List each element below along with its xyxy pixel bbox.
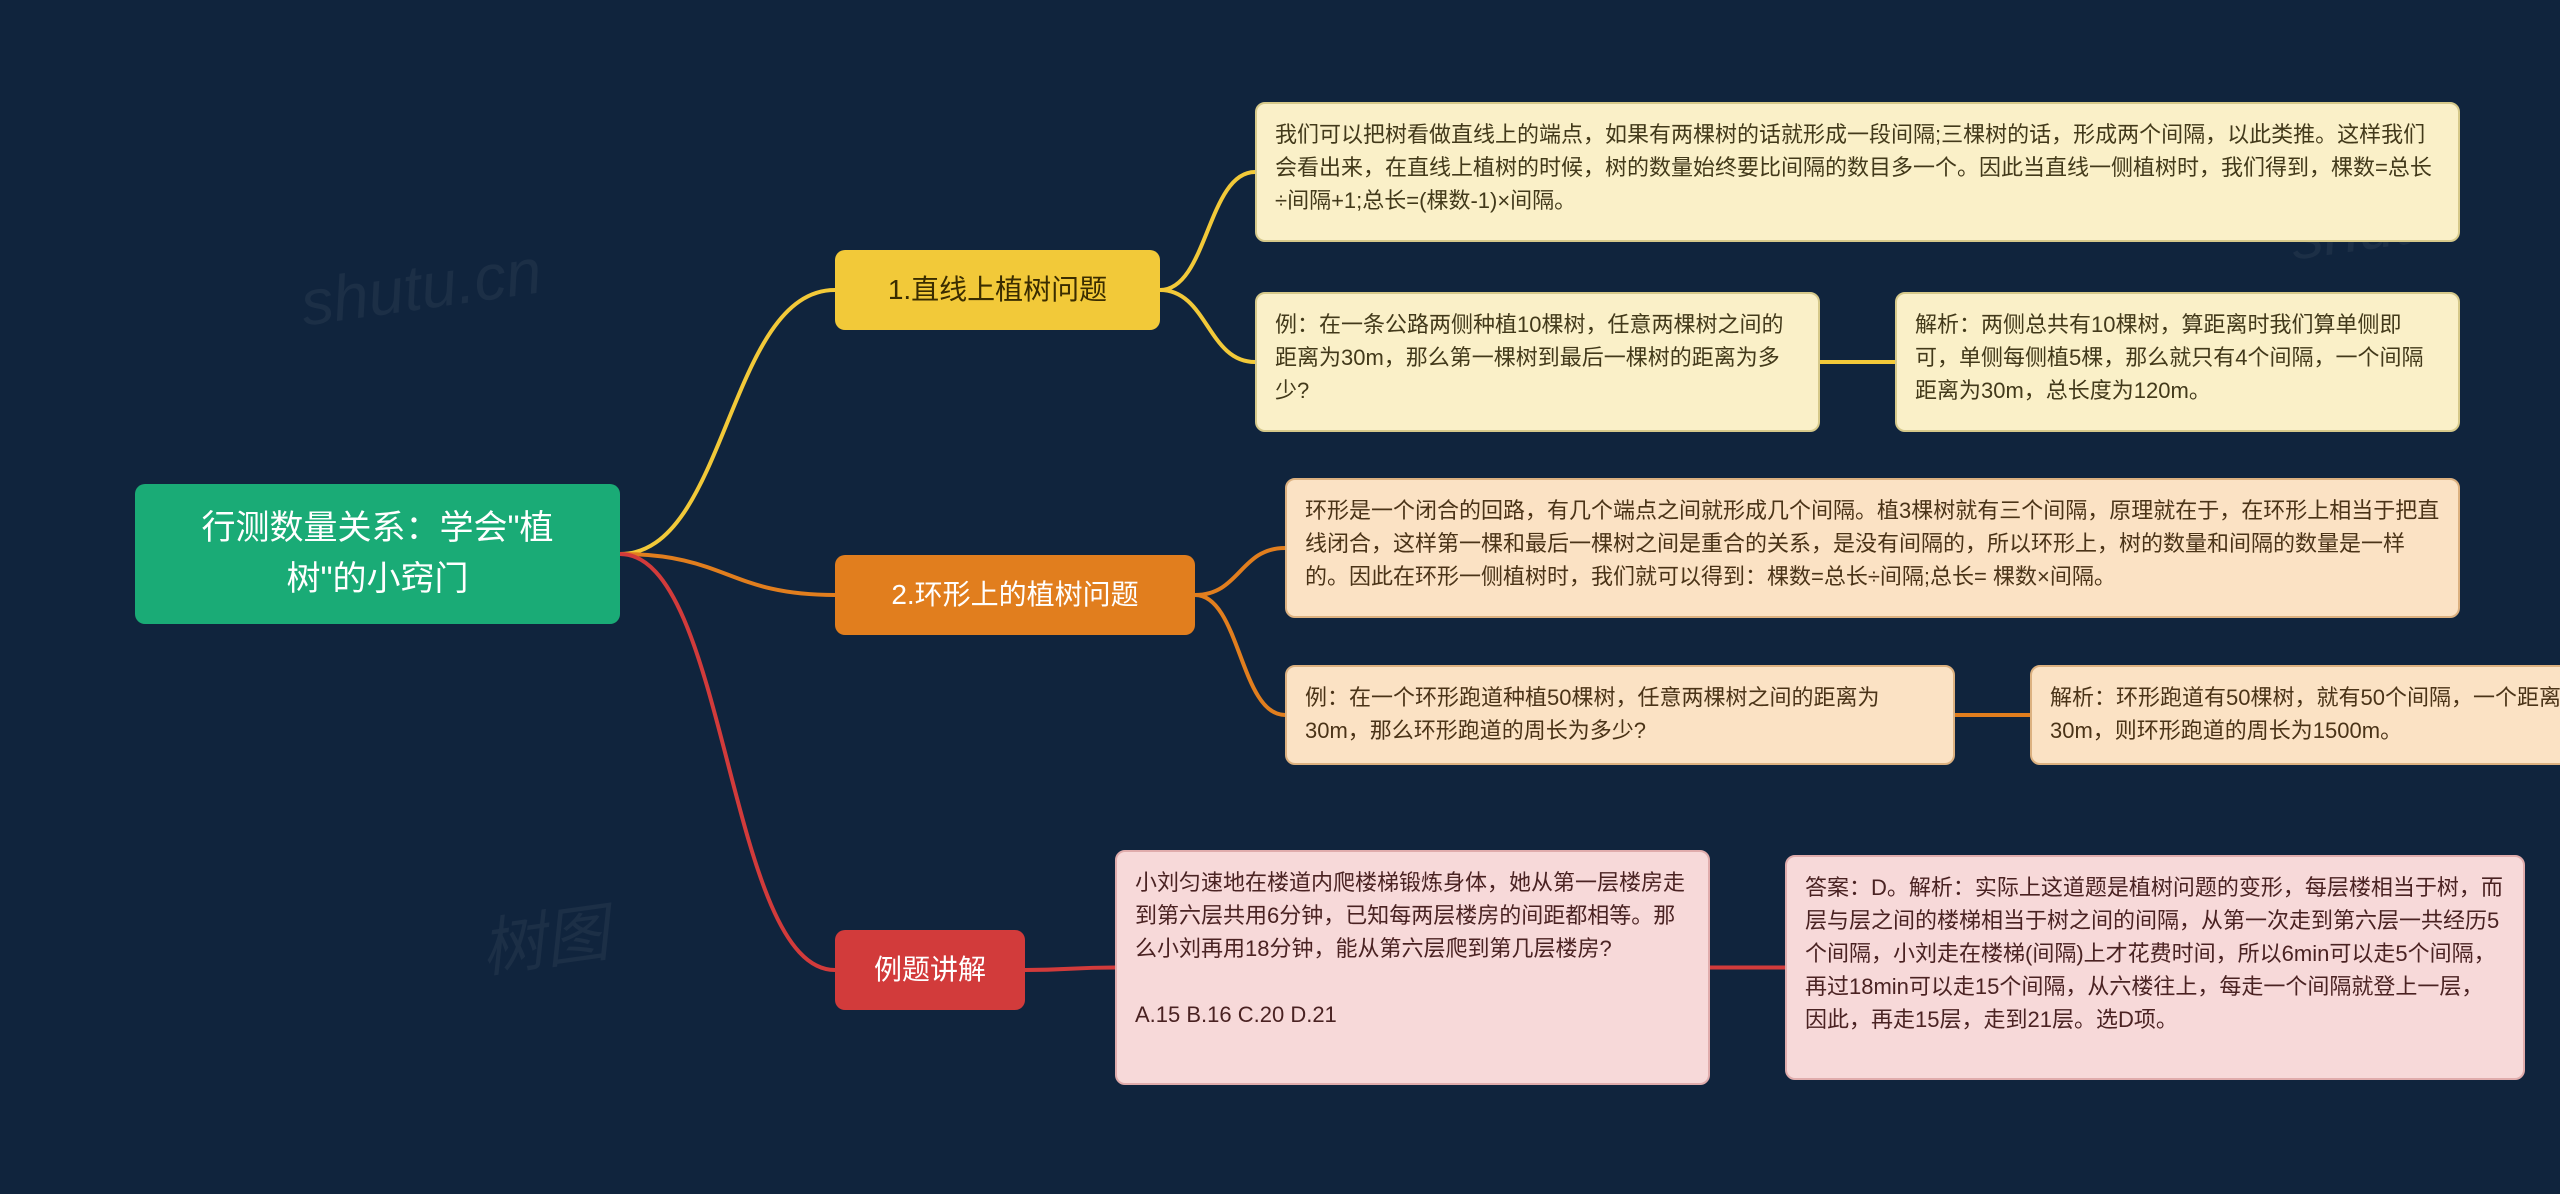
branch-1-text: 2.环形上的植树问题 xyxy=(891,574,1138,616)
leaf-1-1-next-text: 解析：环形跑道有50棵树，就有50个间隔，一个距离为30m，则环形跑道的周长为1… xyxy=(2050,681,2560,747)
branch-0-text: 1.直线上植树问题 xyxy=(888,269,1107,311)
leaf-1-1-next: 解析：环形跑道有50棵树，就有50个间隔，一个距离为30m，则环形跑道的周长为1… xyxy=(2030,665,2560,765)
connector xyxy=(1195,548,1285,595)
leaf-2-0-next: 答案：D。解析：实际上这道题是植树问题的变形，每层楼相当于树，而层与层之间的楼梯… xyxy=(1785,855,2525,1080)
leaf-0-1-next: 解析：两侧总共有10棵树，算距离时我们算单侧即可，单侧每侧植5棵，那么就只有4个… xyxy=(1895,292,2460,432)
leaf-0-1-text: 例：在一条公路两侧种植10棵树，任意两棵树之间的距离为30m，那么第一棵树到最后… xyxy=(1275,308,1800,407)
connector xyxy=(620,290,835,554)
leaf-1-1-text: 例：在一个环形跑道种植50棵树，任意两棵树之间的距离为30m，那么环形跑道的周长… xyxy=(1305,681,1935,747)
leaf-1-0: 环形是一个闭合的回路，有几个端点之间就形成几个间隔。植3棵树就有三个间隔，原理就… xyxy=(1285,478,2460,618)
connector xyxy=(1025,968,1115,971)
connector xyxy=(620,554,835,595)
branch-2-text: 例题讲解 xyxy=(874,949,986,991)
leaf-1-1: 例：在一个环形跑道种植50棵树，任意两棵树之间的距离为30m，那么环形跑道的周长… xyxy=(1285,665,1955,765)
connector xyxy=(620,554,835,970)
leaf-0-1: 例：在一条公路两侧种植10棵树，任意两棵树之间的距离为30m，那么第一棵树到最后… xyxy=(1255,292,1820,432)
branch-2: 例题讲解 xyxy=(835,930,1025,1010)
leaf-2-0-next-text: 答案：D。解析：实际上这道题是植树问题的变形，每层楼相当于树，而层与层之间的楼梯… xyxy=(1805,871,2505,1036)
leaf-2-0: 小刘匀速地在楼道内爬楼梯锻炼身体，她从第一层楼房走到第六层共用6分钟，已知每两层… xyxy=(1115,850,1710,1085)
branch-0: 1.直线上植树问题 xyxy=(835,250,1160,330)
leaf-0-1-next-text: 解析：两侧总共有10棵树，算距离时我们算单侧即可，单侧每侧植5棵，那么就只有4个… xyxy=(1915,308,2440,407)
leaf-1-0-text: 环形是一个闭合的回路，有几个端点之间就形成几个间隔。植3棵树就有三个间隔，原理就… xyxy=(1305,494,2440,593)
watermark-0: shutu.cn xyxy=(296,234,546,341)
root-node-text: 行测数量关系：学会"植 树"的小窍门 xyxy=(201,503,553,605)
connector xyxy=(1160,172,1255,290)
connector xyxy=(1160,290,1255,362)
root-node: 行测数量关系：学会"植 树"的小窍门 xyxy=(135,484,620,624)
connector xyxy=(1195,595,1285,715)
leaf-2-0-text: 小刘匀速地在楼道内爬楼梯锻炼身体，她从第一层楼房走到第六层共用6分钟，已知每两层… xyxy=(1135,866,1690,1031)
branch-1: 2.环形上的植树问题 xyxy=(835,555,1195,635)
leaf-0-0: 我们可以把树看做直线上的端点，如果有两棵树的话就形成一段间隔;三棵树的话，形成两… xyxy=(1255,102,2460,242)
leaf-0-0-text: 我们可以把树看做直线上的端点，如果有两棵树的话就形成一段间隔;三棵树的话，形成两… xyxy=(1275,118,2440,217)
watermark-3: 树图 xyxy=(474,882,614,991)
